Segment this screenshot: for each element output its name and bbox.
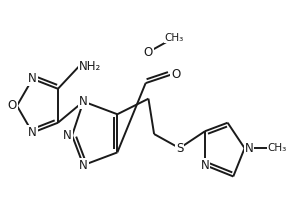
Text: NH₂: NH₂ bbox=[79, 60, 101, 73]
Text: CH₃: CH₃ bbox=[164, 33, 184, 43]
Text: N: N bbox=[79, 159, 88, 172]
Text: CH₃: CH₃ bbox=[267, 143, 287, 153]
Text: S: S bbox=[176, 142, 183, 155]
Text: N: N bbox=[28, 126, 37, 139]
Text: N: N bbox=[201, 159, 209, 172]
Text: N: N bbox=[244, 142, 253, 155]
Text: O: O bbox=[8, 99, 17, 112]
Text: N: N bbox=[63, 129, 72, 142]
Text: O: O bbox=[144, 46, 153, 59]
Text: N: N bbox=[28, 72, 37, 85]
Text: O: O bbox=[171, 68, 180, 81]
Text: N: N bbox=[79, 95, 88, 108]
